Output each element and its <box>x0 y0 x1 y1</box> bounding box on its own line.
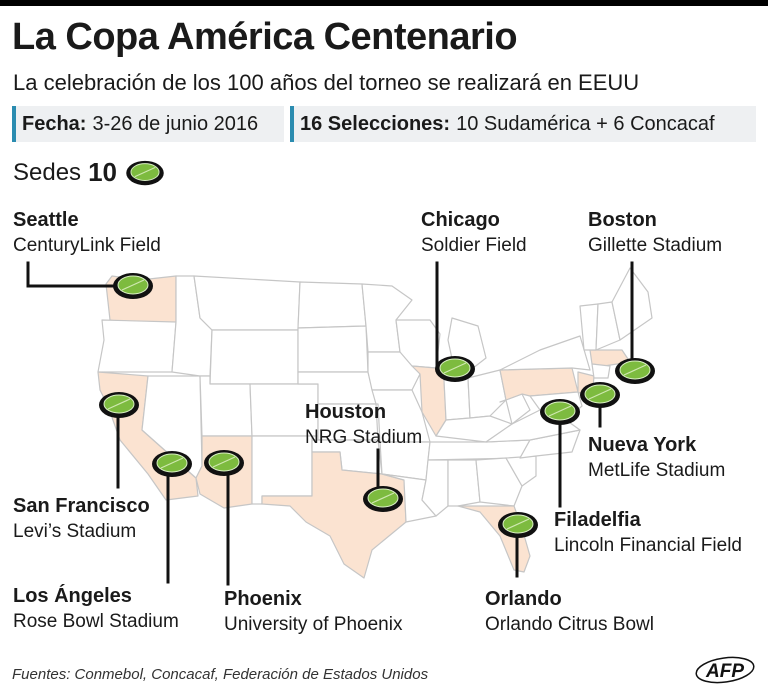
state-montana <box>193 275 301 331</box>
stadium-name: Rose Bowl Stadium <box>13 611 179 632</box>
state-north-carolina <box>519 429 581 459</box>
stadium-name: Gillette Stadium <box>588 235 723 256</box>
page-subtitle: La celebración de los 100 años del torne… <box>13 70 640 95</box>
stadium-marker-filadelfia <box>539 398 581 426</box>
stadium-marker-boston <box>614 357 656 385</box>
venue-phoenix: Phoenix University of Phoenix <box>224 586 402 638</box>
city-name: Seattle <box>13 209 79 231</box>
info-selecciones: 16 Selecciones: 10 Sudamérica + 6 Concac… <box>290 106 756 142</box>
fecha-value: 3-26 de junio 2016 <box>92 112 259 135</box>
venue-filadelfia: Filadelfia Lincoln Financial Field <box>554 507 742 559</box>
city-name: San Francisco <box>13 495 150 517</box>
info-fecha: Fecha: 3-26 de junio 2016 <box>12 106 284 142</box>
state-georgia <box>475 457 523 507</box>
sedes-label: Sedes <box>13 158 82 186</box>
afp-logo: AFP <box>695 656 755 684</box>
stadium-icon <box>126 160 164 185</box>
stadium-name: Lincoln Financial Field <box>554 535 742 556</box>
venue-seattle: Seattle CenturyLink Field <box>13 207 161 259</box>
sedes-summary: Sedes 10 <box>13 157 167 188</box>
state-wyoming <box>209 329 299 385</box>
city-name: Phoenix <box>224 588 302 610</box>
svg-text:AFP: AFP <box>705 661 744 682</box>
venue-losangeles: Los Ángeles Rose Bowl Stadium <box>13 583 179 635</box>
stadium-name: Orlando Citrus Bowl <box>485 614 654 635</box>
stadium-name: CenturyLink Field <box>13 235 161 256</box>
state-south-dakota <box>297 325 369 373</box>
stadium-marker-nuevayork <box>579 381 621 409</box>
selecciones-value: 10 Sudamérica + 6 Concacaf <box>456 112 715 135</box>
page-title: La Copa América Centenario <box>12 16 518 58</box>
stadium-marker-seattle <box>112 272 154 300</box>
state-utah <box>199 375 253 437</box>
stadium-marker-losangeles <box>151 450 193 478</box>
venue-orlando: Orlando Orlando Citrus Bowl <box>485 586 654 638</box>
source-note: Fuentes: Conmebol, Concacaf, Federación … <box>12 666 429 683</box>
top-rule <box>0 0 768 6</box>
state-ohio <box>467 369 507 419</box>
city-name: Houston <box>305 401 387 423</box>
city-name: Boston <box>588 209 657 231</box>
stadium-marker-orlando <box>497 511 539 539</box>
stadium-name: University of Phoenix <box>224 614 403 635</box>
stadium-name: Levi’s Stadium <box>13 521 137 542</box>
selecciones-label: 16 Selecciones: <box>300 112 451 135</box>
state-new-mexico <box>251 435 313 505</box>
state-alabama <box>447 459 481 507</box>
city-name: Nueva York <box>588 434 697 456</box>
city-name: Los Ángeles <box>13 585 132 607</box>
state-new-york <box>499 335 591 371</box>
state-texas <box>261 451 407 579</box>
stadium-name: Soldier Field <box>421 235 527 256</box>
stadium-marker-houston <box>362 485 404 513</box>
venue-chicago: Chicago Soldier Field <box>421 207 527 259</box>
stadium-name: NRG Stadium <box>305 427 423 448</box>
stadium-marker-sanfrancisco <box>98 391 140 419</box>
state-oregon <box>97 319 177 373</box>
city-name: Filadelfia <box>554 509 641 531</box>
venue-houston: Houston NRG Stadium <box>305 399 422 451</box>
venue-nuevayork: Nueva York MetLife Stadium <box>588 432 725 484</box>
state-indiana <box>443 377 471 421</box>
fecha-label: Fecha: <box>22 112 87 135</box>
state-north-dakota <box>297 281 367 329</box>
venue-boston: Boston Gillette Stadium <box>588 207 722 259</box>
state-connecticut <box>591 363 611 379</box>
sedes-count: 10 <box>88 157 117 187</box>
stadium-marker-chicago <box>434 355 476 383</box>
state-massachusetts <box>589 349 631 367</box>
leader-seattle <box>26 261 114 288</box>
stadium-marker-phoenix <box>203 449 245 477</box>
venue-sanfrancisco: San Francisco Levi’s Stadium <box>13 493 150 545</box>
city-name: Orlando <box>485 588 562 610</box>
city-name: Chicago <box>421 209 500 231</box>
stadium-name: MetLife Stadium <box>588 460 726 481</box>
